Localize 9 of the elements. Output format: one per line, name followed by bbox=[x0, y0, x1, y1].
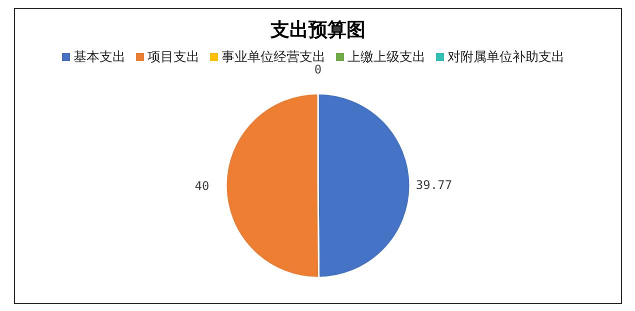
chart-title: 支出预算图 bbox=[269, 18, 366, 43]
data-label: 39.77 bbox=[416, 178, 452, 192]
legend-label: 项目支出 bbox=[148, 50, 200, 65]
legend-label: 基本支出 bbox=[74, 50, 126, 65]
legend-label: 上缴上级支出 bbox=[348, 50, 426, 65]
legend-label: 对附属单位补助支出 bbox=[448, 50, 564, 65]
text: 0 bbox=[314, 62, 322, 77]
legend-label: 事业单位经营支出 bbox=[222, 50, 326, 65]
data-label: 40 bbox=[194, 179, 210, 194]
